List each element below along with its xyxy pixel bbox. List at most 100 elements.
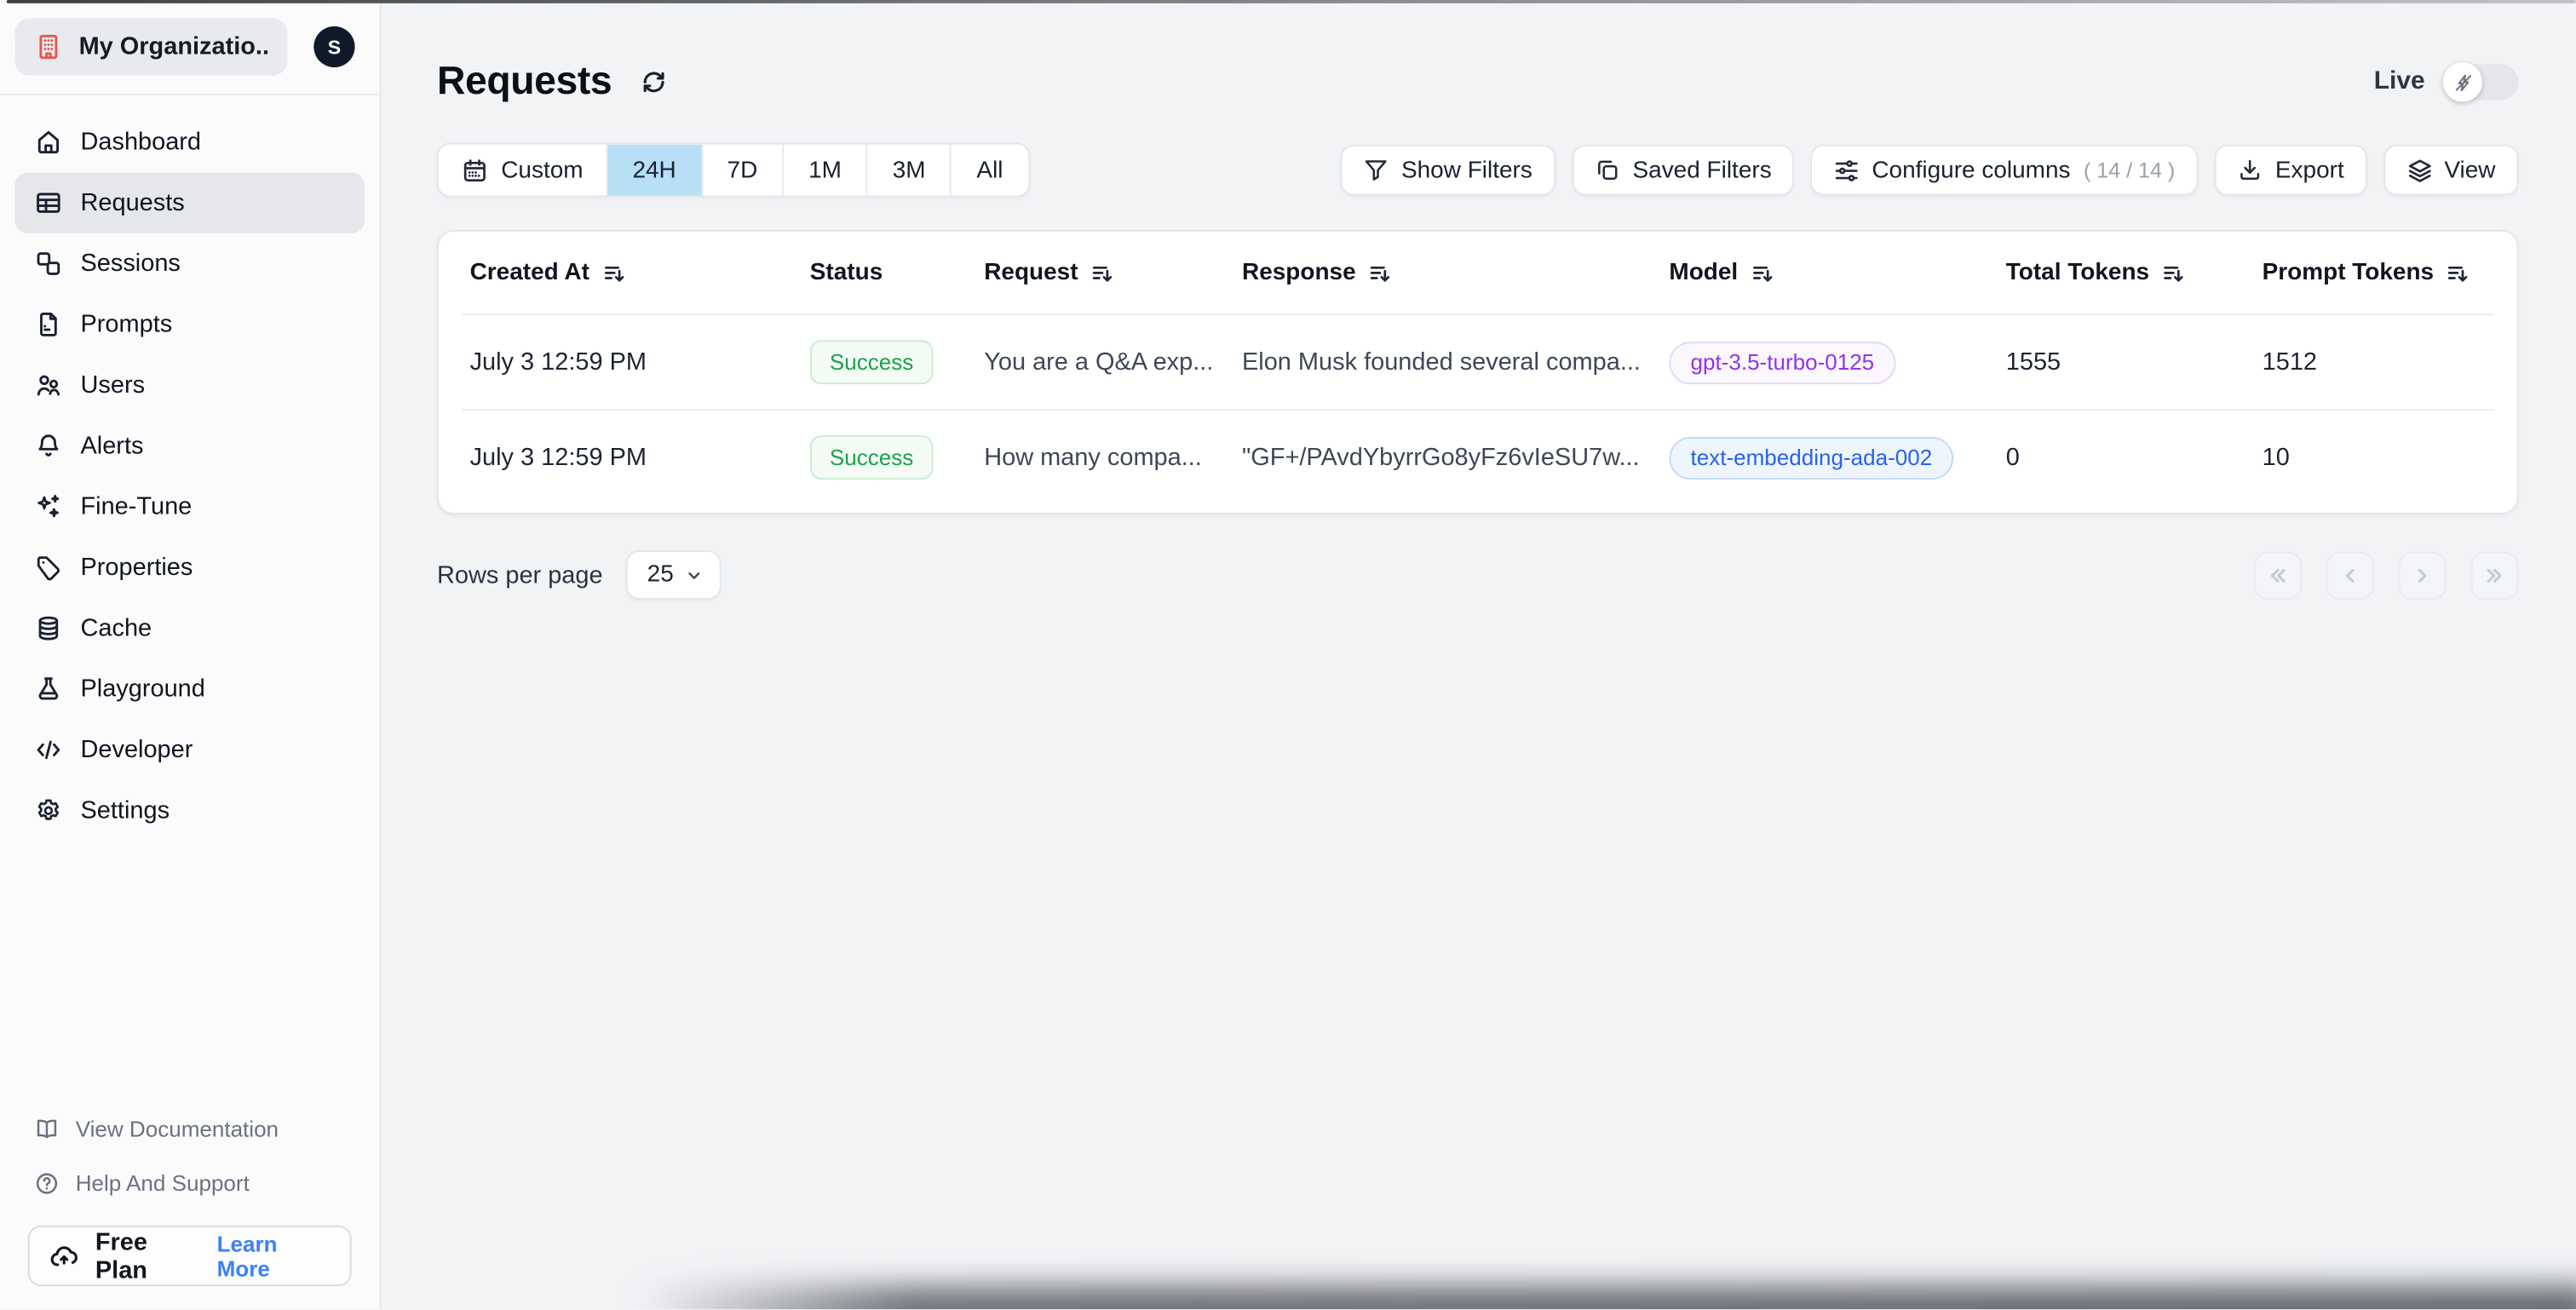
sidebar-item-settings[interactable]: Settings bbox=[14, 780, 365, 841]
model-badge: gpt-3.5-turbo-0125 bbox=[1669, 341, 1896, 384]
sort-desc-icon[interactable] bbox=[1751, 262, 1773, 284]
code-icon bbox=[34, 736, 62, 764]
sidebar-item-prompts[interactable]: Prompts bbox=[14, 294, 365, 354]
view-button[interactable]: View bbox=[2383, 144, 2519, 196]
sidebar-item-properties[interactable]: Properties bbox=[14, 537, 365, 598]
cell-prompt-tokens: 10 bbox=[2262, 443, 2290, 472]
main-content: Requests Live bbox=[381, 0, 2576, 1309]
book-open-icon bbox=[34, 1117, 59, 1141]
sort-desc-icon[interactable] bbox=[1091, 262, 1113, 284]
model-badge: text-embedding-ada-002 bbox=[1669, 436, 1954, 480]
view-documentation-label: View Documentation bbox=[75, 1117, 279, 1142]
column-label: Prompt Tokens bbox=[2262, 259, 2435, 286]
range-custom-button[interactable]: Custom bbox=[438, 144, 607, 196]
avatar[interactable]: S bbox=[313, 26, 355, 68]
rows-per-page-value: 25 bbox=[647, 561, 674, 589]
column-header-prompt-tokens[interactable]: Prompt Tokens bbox=[2263, 260, 2494, 286]
export-label: Export bbox=[2274, 157, 2344, 184]
sort-desc-icon[interactable] bbox=[2163, 262, 2184, 284]
export-button[interactable]: Export bbox=[2214, 144, 2367, 196]
sidebar-item-requests[interactable]: Requests bbox=[14, 172, 365, 233]
rows-per-page-select[interactable]: 25 bbox=[625, 550, 722, 600]
live-label: Live bbox=[2373, 67, 2425, 95]
cell-model: text-embedding-ada-002 bbox=[1669, 436, 2005, 480]
status-badge: Success bbox=[809, 340, 934, 385]
column-header-created-at[interactable]: Created At bbox=[470, 260, 810, 286]
sort-desc-icon[interactable] bbox=[2447, 262, 2469, 284]
sidebar-item-playground[interactable]: Playground bbox=[14, 658, 365, 719]
saved-filters-button[interactable]: Saved Filters bbox=[1572, 144, 1795, 196]
cell-created-at: July 3 12:59 PM bbox=[469, 348, 647, 376]
range-24h-label: 24H bbox=[632, 157, 676, 184]
configure-columns-button[interactable]: Configure columns ( 14 / 14 ) bbox=[1810, 144, 2199, 196]
chevron-down-icon bbox=[685, 566, 703, 583]
range-3m-label: 3M bbox=[892, 157, 926, 184]
configure-columns-count: ( 14 / 14 ) bbox=[2083, 158, 2176, 183]
sidebar-item-users[interactable]: Users bbox=[14, 355, 365, 416]
sidebar-item-label: Playground bbox=[80, 675, 205, 704]
first-page-button[interactable] bbox=[2253, 551, 2302, 599]
show-filters-label: Show Filters bbox=[1400, 157, 1532, 184]
last-page-button[interactable] bbox=[2470, 551, 2519, 599]
cell-response: "GF+/PAvdYbyrrGo8yFz6vIeSU7w... bbox=[1241, 443, 1640, 472]
previous-page-button[interactable] bbox=[2326, 551, 2374, 599]
range-3m-button[interactable]: 3M bbox=[865, 144, 951, 196]
sidebar-item-label: Dashboard bbox=[80, 128, 202, 157]
sidebar-item-label: Alerts bbox=[80, 432, 144, 460]
range-custom-label: Custom bbox=[501, 157, 584, 184]
row-divider bbox=[461, 313, 2494, 316]
sidebar-item-developer[interactable]: Developer bbox=[14, 720, 365, 780]
chevron-left-icon bbox=[2337, 563, 2362, 588]
rows-per-page-label: Rows per page bbox=[436, 560, 603, 589]
sidebar-bottom: View Documentation Help And Support F bbox=[0, 1086, 379, 1309]
sidebar-nav: Dashboard Requests Sessions bbox=[0, 95, 379, 842]
range-all-button[interactable]: All bbox=[950, 144, 1028, 196]
range-7d-button[interactable]: 7D bbox=[700, 144, 783, 196]
sort-desc-icon[interactable] bbox=[1369, 262, 1390, 284]
cell-response: Elon Musk founded several compa... bbox=[1241, 348, 1641, 376]
live-wrap: Live bbox=[2373, 62, 2519, 102]
download-icon bbox=[2238, 158, 2263, 182]
learn-more-link[interactable]: Learn More bbox=[216, 1231, 278, 1281]
refresh-icon bbox=[641, 69, 668, 95]
bell-icon bbox=[34, 432, 62, 460]
range-24h-button[interactable]: 24H bbox=[606, 144, 701, 196]
sort-desc-icon[interactable] bbox=[602, 262, 624, 284]
live-toggle-knob bbox=[2442, 62, 2483, 102]
cell-request: How many compa... bbox=[984, 443, 1202, 472]
view-documentation-link[interactable]: View Documentation bbox=[14, 1102, 365, 1157]
next-page-button[interactable] bbox=[2398, 551, 2447, 599]
column-label: Request bbox=[984, 259, 1078, 286]
sidebar-item-fine-tune[interactable]: Fine-Tune bbox=[14, 476, 365, 537]
show-filters-button[interactable]: Show Filters bbox=[1340, 144, 1555, 196]
sidebar-item-cache[interactable]: Cache bbox=[14, 598, 365, 658]
column-header-status[interactable]: Status bbox=[810, 260, 984, 286]
database-icon bbox=[34, 614, 62, 642]
sidebar-item-sessions[interactable]: Sessions bbox=[14, 233, 365, 294]
column-header-request[interactable]: Request bbox=[984, 260, 1242, 286]
range-1m-button[interactable]: 1M bbox=[782, 144, 866, 196]
chevrons-left-icon bbox=[2265, 563, 2290, 588]
column-header-total-tokens[interactable]: Total Tokens bbox=[2006, 260, 2263, 286]
org-name: My Organizatio... bbox=[78, 32, 268, 61]
column-label: Status bbox=[809, 259, 883, 286]
sidebar-item-dashboard[interactable]: Dashboard bbox=[14, 112, 365, 172]
table-row[interactable]: July 3 12:59 PM Success How many compa..… bbox=[439, 411, 2517, 504]
column-header-model[interactable]: Model bbox=[1669, 260, 2005, 286]
sidebar-divider bbox=[0, 93, 380, 95]
cloud-upload-icon bbox=[49, 1241, 79, 1271]
help-and-support-link[interactable]: Help And Support bbox=[14, 1157, 365, 1211]
row-divider bbox=[461, 409, 2494, 411]
live-toggle[interactable] bbox=[2442, 62, 2519, 102]
column-header-response[interactable]: Response bbox=[1242, 260, 1669, 286]
avatar-initial: S bbox=[327, 35, 342, 59]
plan-box[interactable]: Free Plan Learn More bbox=[27, 1225, 352, 1287]
org-switcher-button[interactable]: My Organizatio... bbox=[14, 18, 288, 76]
table-row[interactable]: July 3 12:59 PM Success You are a Q&A ex… bbox=[439, 315, 2517, 409]
range-all-label: All bbox=[976, 157, 1003, 184]
refresh-button[interactable] bbox=[638, 66, 671, 99]
flask-icon bbox=[34, 675, 62, 704]
range-1m-label: 1M bbox=[808, 157, 842, 184]
sidebar-item-alerts[interactable]: Alerts bbox=[14, 416, 365, 476]
toolbar-right: Show Filters Saved Filters bbox=[1340, 144, 2519, 196]
